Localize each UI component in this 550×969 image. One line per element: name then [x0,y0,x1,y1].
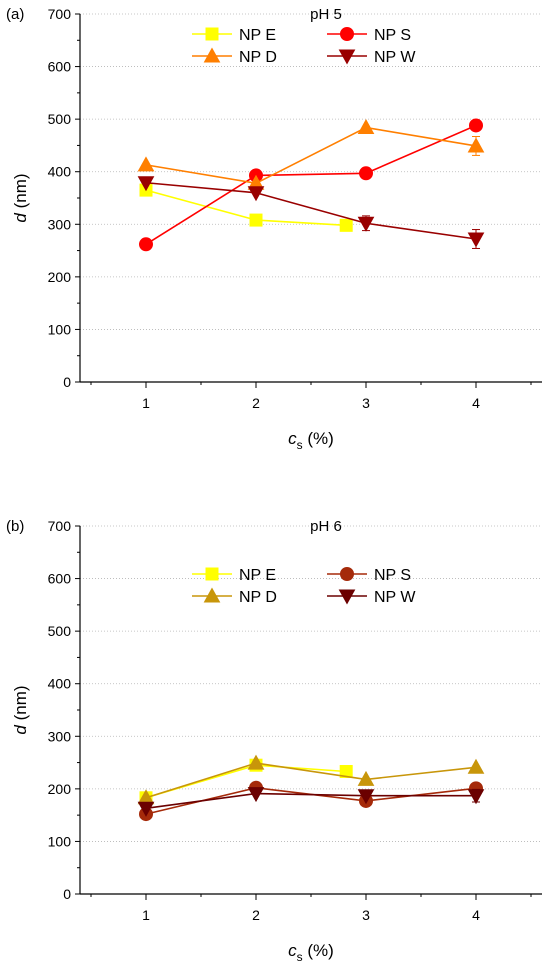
legend-label: NP D [239,589,277,606]
data-point [357,216,375,232]
data-point [137,801,155,817]
legend-label: NP W [374,49,416,66]
x-axis-label: cs (%) [288,941,334,964]
chart-title: pH 5 [310,6,342,23]
legend-marker [205,27,219,41]
y-tick-label: 100 [48,833,72,849]
legend-marker [340,27,354,41]
data-point [467,789,485,805]
series-line [145,764,347,799]
y-tick-label: 700 [48,518,72,534]
legend-marker [205,567,219,581]
legend-marker [340,567,354,581]
x-tick-label: 1 [142,907,150,923]
legend-item: NP W [327,49,416,66]
legend-item: NP S [327,27,411,44]
legend-marker [338,49,356,65]
series-line [145,181,477,240]
legend-item: NP W [327,589,416,606]
legend-marker [203,587,221,603]
series-np-s [139,780,483,822]
chart-title: pH 6 [310,518,342,535]
series-line [145,126,477,185]
x-tick-label: 4 [472,907,480,923]
data-point [467,232,485,248]
series-np-w [137,787,485,817]
data-point [357,119,375,135]
y-tick-label: 300 [48,728,72,744]
data-point [247,787,265,803]
legend-item: NP D [192,587,277,606]
data-point [339,765,353,779]
data-point [357,789,375,805]
x-tick-label: 3 [362,395,370,411]
y-tick-label: 400 [48,164,72,180]
series-np-e [139,183,353,232]
y-tick-label: 0 [63,886,71,902]
y-tick-label: 600 [48,59,72,75]
y-tick-label: 200 [48,269,72,285]
legend-label: NP S [374,567,411,584]
y-tick-label: 400 [48,676,72,692]
data-point [467,137,485,153]
y-tick-label: 700 [48,6,72,22]
data-point [137,156,155,172]
data-point [137,176,155,192]
series-line [145,762,477,799]
series-line [145,792,476,810]
data-point [359,166,373,181]
y-tick-label: 300 [48,216,72,232]
data-point [469,118,483,133]
panel-label: (a) [6,6,24,23]
series-np-d [137,754,485,805]
y-tick-label: 100 [48,321,72,337]
legend-marker [338,589,356,605]
legend-label: NP W [374,589,416,606]
x-tick-label: 4 [472,395,480,411]
legend-item: NP E [192,567,276,584]
panel-label: (b) [6,518,24,535]
data-point [247,186,265,202]
series-line [145,124,477,245]
y-axis-label: d (nm) [11,685,30,734]
x-tick-label: 1 [142,395,150,411]
y-tick-label: 500 [48,623,72,639]
y-axis-label: d (nm) [11,173,30,222]
legend-label: NP D [239,49,277,66]
x-axis-label: cs (%) [288,429,334,452]
legend-label: NP S [374,27,411,44]
data-point [249,213,263,227]
x-tick-label: 2 [252,395,260,411]
series-line [145,189,347,227]
legend-item: NP E [192,27,276,44]
x-tick-label: 2 [252,907,260,923]
data-point [467,758,485,774]
panel-a-chart: 0 100 200 300 400 500 600 700 1 2 3 4 (a) pH 5 cs (%) d… [6,6,542,452]
panel-b-chart: 0 100 200 300 400 500 600 700 1 2 3 4 (b) pH 6 cs (%) d… [6,518,542,964]
data-point [339,218,353,232]
legend-label: NP E [239,567,276,584]
data-point [139,237,153,252]
series-np-w [137,176,485,249]
legend-item: NP S [327,567,411,584]
y-tick-label: 200 [48,781,72,797]
legend-marker [203,47,221,63]
series-np-d [137,119,485,190]
legend-label: NP E [239,27,276,44]
y-tick-label: 600 [48,571,72,587]
legend-item: NP D [192,47,277,66]
x-tick-label: 3 [362,907,370,923]
y-tick-label: 0 [63,374,71,390]
data-point [357,770,375,786]
data-point [247,754,265,770]
y-tick-label: 500 [48,111,72,127]
